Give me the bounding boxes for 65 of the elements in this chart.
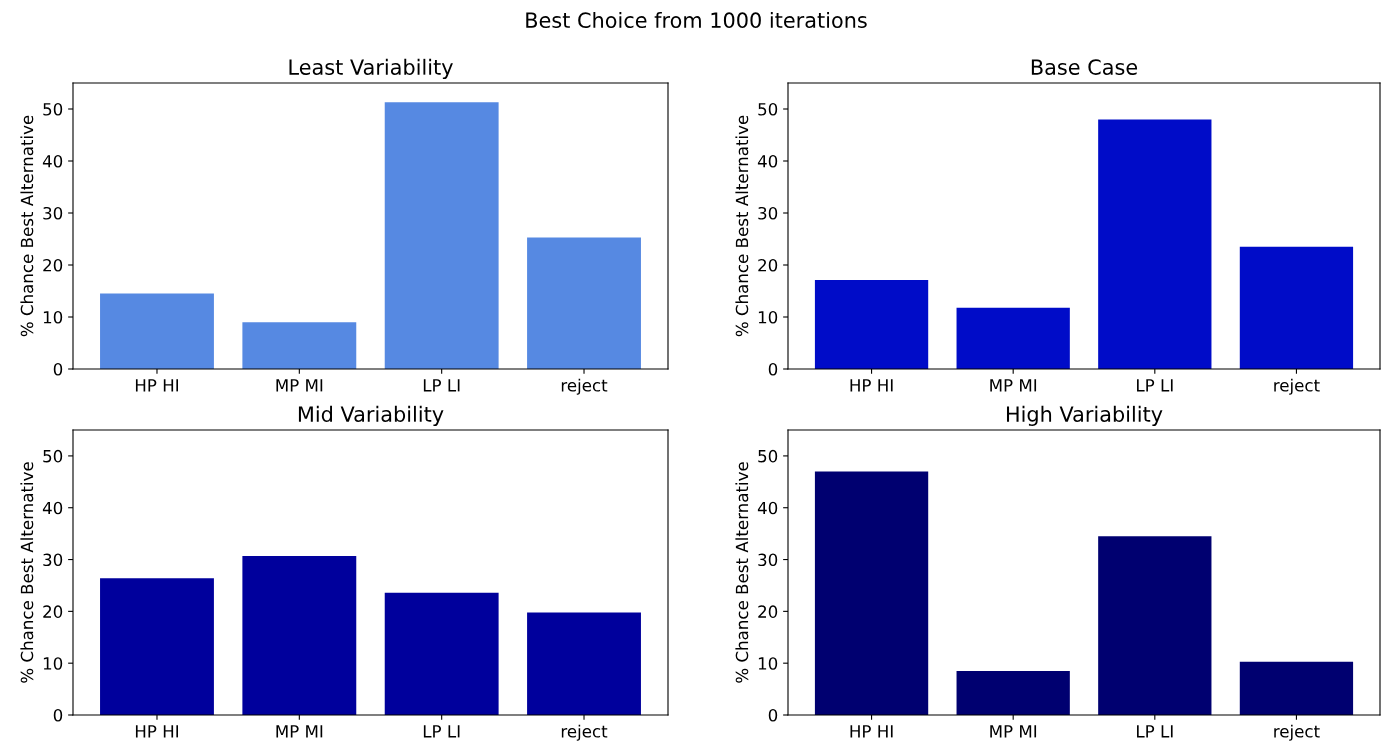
x-tick-label: reject xyxy=(1274,724,1320,741)
y-tick-label: 50 xyxy=(758,449,778,463)
x-tick-label: MP MI xyxy=(276,379,323,392)
text: Best Choice from 1000 iterations xyxy=(526,11,867,29)
y-axis-title: % Chance Best Alternative xyxy=(735,462,749,683)
x-tick-label: HP HI xyxy=(135,379,179,392)
x-tick-label: reject xyxy=(1274,378,1320,395)
y-tick-label: 0 xyxy=(53,708,63,722)
bar xyxy=(1098,536,1212,715)
y-tick-label: 50 xyxy=(758,102,778,116)
y-tick-label: 40 xyxy=(757,501,778,515)
x-tick-label: LP LI xyxy=(1137,725,1173,738)
y-tick-label: 30 xyxy=(43,206,63,220)
bar xyxy=(956,670,1070,715)
y-axis-title: % Chance Best Alternative xyxy=(735,115,749,337)
x-tick-label: HP HI xyxy=(135,725,179,738)
y-tick-label: 10 xyxy=(43,657,63,670)
bar xyxy=(956,307,1070,369)
y-tick-label: 10 xyxy=(43,310,63,324)
x-tick-label: LP LI xyxy=(423,725,460,738)
y-tick-label: 40 xyxy=(42,501,63,515)
x-tick-label: reject xyxy=(561,378,608,395)
bar xyxy=(1239,661,1354,715)
x-tick-label: LP LI xyxy=(423,379,460,392)
y-tick-label: 0 xyxy=(768,362,778,376)
x-tick-label: MP MI xyxy=(276,725,323,738)
bar xyxy=(242,555,357,715)
bar xyxy=(100,293,214,369)
y-axis-title: % Chance Best Alternative xyxy=(20,462,34,683)
chart-title: High Variability xyxy=(1006,405,1163,426)
y-tick-label: 10 xyxy=(758,310,778,324)
x-tick-label: MP MI xyxy=(990,379,1037,392)
y-tick-label: 40 xyxy=(42,154,63,168)
chart-title: Mid Variability xyxy=(298,405,444,426)
y-tick-label: 0 xyxy=(53,362,63,376)
chart-title: Least Variability xyxy=(289,58,453,79)
y-tick-label: 20 xyxy=(758,605,778,618)
y-tick-label: 20 xyxy=(43,258,63,272)
y-tick-label: 30 xyxy=(43,553,63,567)
bar xyxy=(242,322,357,369)
y-tick-label: 0 xyxy=(768,708,778,722)
bar xyxy=(527,237,641,369)
bar xyxy=(1239,246,1354,369)
y-tick-label: 20 xyxy=(43,605,63,618)
bar xyxy=(1098,119,1212,369)
y-tick-label: 30 xyxy=(758,553,778,567)
bar xyxy=(384,592,499,715)
y-tick-label: 40 xyxy=(757,154,778,168)
x-tick-label: LP LI xyxy=(1137,379,1173,392)
bar xyxy=(527,612,641,715)
chart-title: Base Case xyxy=(1031,59,1138,75)
bar xyxy=(384,102,499,369)
y-tick-label: 50 xyxy=(43,102,63,116)
y-tick-label: 10 xyxy=(758,657,778,670)
bar xyxy=(814,471,929,715)
y-tick-label: 30 xyxy=(758,206,778,220)
x-tick-label: MP MI xyxy=(990,725,1037,738)
x-tick-label: reject xyxy=(561,724,608,741)
x-tick-label: HP HI xyxy=(850,725,893,738)
bar xyxy=(100,578,214,715)
y-tick-label: 20 xyxy=(758,258,778,272)
y-tick-label: 50 xyxy=(43,449,63,463)
x-tick-label: HP HI xyxy=(850,379,893,392)
bar xyxy=(814,280,929,369)
y-axis-title: % Chance Best Alternative xyxy=(20,115,34,337)
